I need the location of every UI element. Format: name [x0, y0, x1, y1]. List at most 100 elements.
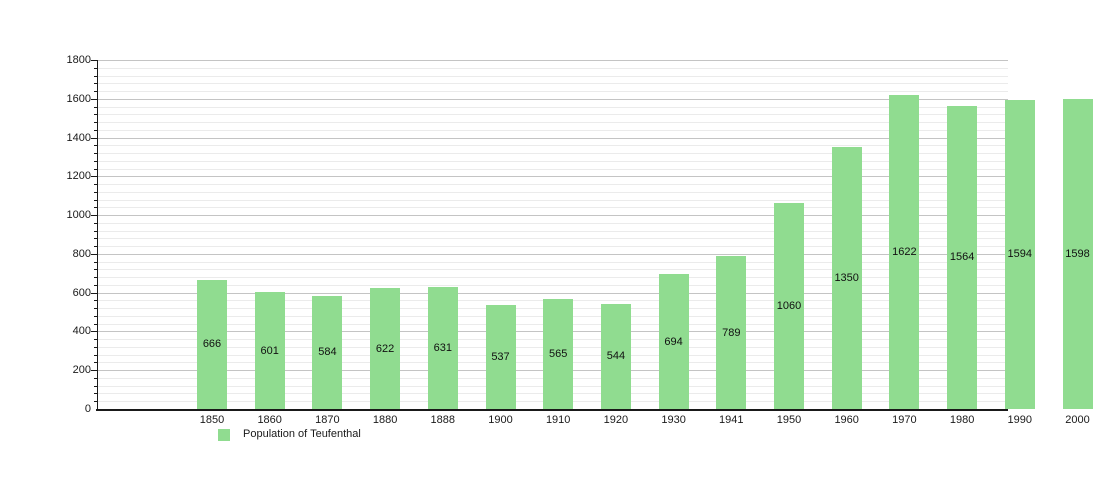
minor-gridline	[97, 83, 1008, 85]
bar-1990: 1594	[1004, 99, 1035, 409]
y-minor-tick	[94, 346, 97, 348]
x-tick-label: 1980	[949, 414, 975, 426]
y-minor-tick	[94, 269, 97, 271]
bar-value-label: 544	[606, 350, 626, 363]
y-minor-tick	[94, 160, 97, 162]
bar-value-label: 622	[375, 342, 395, 355]
y-tick-label: 600	[72, 286, 91, 299]
x-tick-label: 1950	[776, 414, 802, 426]
minor-gridline	[97, 246, 1008, 248]
y-tick-label: 1400	[66, 131, 91, 144]
y-minor-tick	[94, 67, 97, 69]
major-gridline	[97, 292, 1008, 294]
y-minor-tick	[94, 122, 97, 124]
minor-gridline	[97, 238, 1008, 240]
bar-1960: 1350	[831, 147, 862, 409]
minor-gridline	[97, 91, 1008, 93]
minor-gridline	[97, 75, 1008, 77]
x-tick-label: 1990	[1007, 414, 1033, 426]
bar-value-label: 1060	[776, 300, 802, 313]
minor-gridline	[97, 269, 1008, 271]
minor-gridline	[97, 160, 1008, 162]
y-minor-tick	[94, 168, 97, 170]
y-minor-tick	[94, 207, 97, 209]
bar-value-label: 694	[664, 335, 683, 348]
y-tick-label: 1600	[66, 92, 91, 105]
x-tick-label: 1880	[372, 414, 398, 426]
y-minor-tick	[94, 238, 97, 240]
y-tick-label: 1800	[66, 54, 91, 66]
y-minor-tick	[94, 106, 97, 108]
bar-value-label: 584	[318, 346, 337, 359]
major-gridline	[97, 253, 1008, 255]
y-minor-tick	[94, 377, 97, 379]
y-major-tick	[91, 60, 97, 61]
y-tick-label: 1000	[66, 209, 91, 222]
y-minor-tick	[94, 91, 97, 93]
legend-swatch-icon	[218, 428, 230, 441]
y-major-tick	[91, 292, 97, 294]
y-minor-tick	[94, 83, 97, 85]
bar-1930: 694	[658, 274, 689, 409]
y-tick-label: 1200	[66, 170, 91, 183]
y-minor-tick	[94, 129, 97, 131]
bar-1870: 584	[312, 295, 343, 409]
minor-gridline	[97, 168, 1008, 170]
y-minor-tick	[94, 145, 97, 147]
bar-value-label: 565	[549, 348, 568, 361]
major-gridline	[97, 98, 1008, 100]
minor-gridline	[97, 277, 1008, 279]
y-major-tick	[91, 370, 97, 372]
y-major-tick	[91, 331, 97, 333]
bar-value-label: 1564	[949, 251, 975, 264]
minor-gridline	[97, 145, 1008, 147]
x-tick-label: 1850	[199, 414, 225, 426]
major-gridline	[97, 137, 1008, 139]
y-minor-tick	[94, 401, 97, 403]
y-minor-tick	[94, 191, 97, 193]
y-tick-label: 200	[72, 364, 91, 377]
minor-gridline	[97, 153, 1008, 155]
y-minor-tick	[94, 222, 97, 224]
minor-gridline	[97, 222, 1008, 224]
minor-gridline	[97, 67, 1008, 69]
bar-1860: 601	[254, 292, 285, 409]
minor-gridline	[97, 184, 1008, 186]
bar-1888: 631	[427, 286, 458, 409]
plot-area: 666 601 584 622 631 537 565 544 694 789 1060 1350 16…	[97, 60, 1093, 409]
y-minor-tick	[94, 75, 97, 77]
bar-value-label: 631	[433, 341, 452, 354]
bar-value-label: 1622	[892, 245, 917, 258]
y-major-tick	[91, 253, 97, 255]
y-minor-tick	[94, 153, 97, 155]
minor-gridline	[97, 114, 1008, 116]
y-minor-tick	[94, 277, 97, 279]
bar-value-label: 601	[260, 344, 279, 357]
y-minor-tick	[94, 184, 97, 186]
x-tick-label: 1920	[603, 414, 629, 426]
minor-gridline	[97, 207, 1008, 209]
y-minor-tick	[94, 114, 97, 116]
x-tick-label: 1870	[315, 414, 340, 426]
x-tick-label: 1960	[834, 414, 859, 426]
y-minor-tick	[94, 230, 97, 232]
minor-gridline	[97, 122, 1008, 124]
bar-value-label: 537	[491, 350, 510, 363]
y-minor-tick	[94, 315, 97, 317]
y-major-tick	[91, 215, 97, 217]
y-minor-tick	[94, 261, 97, 263]
x-tick-label: 1888	[430, 414, 456, 426]
bar-1980: 1564	[947, 105, 978, 409]
y-minor-tick	[94, 323, 97, 325]
y-tick-label: 800	[72, 247, 91, 260]
bar-1950: 1060	[774, 203, 804, 409]
y-major-tick	[91, 137, 97, 139]
x-tick-label: 1930	[661, 414, 686, 426]
minor-gridline	[97, 129, 1008, 131]
bar-value-label: 1594	[1007, 248, 1033, 261]
y-minor-tick	[94, 284, 97, 286]
minor-gridline	[97, 106, 1008, 108]
legend: Population of Teufenthal	[218, 428, 361, 441]
x-tick-label: 1941	[719, 414, 744, 426]
